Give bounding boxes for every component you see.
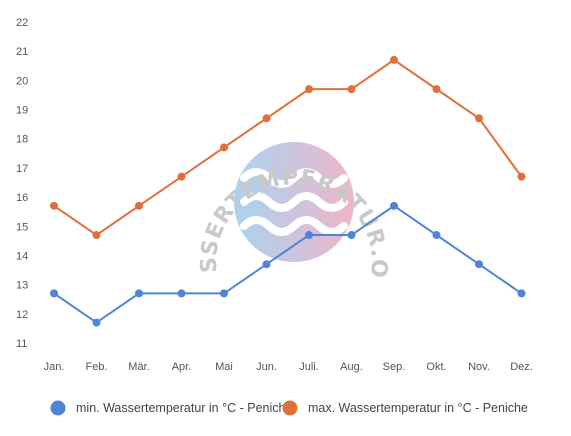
- data-point: [347, 231, 356, 240]
- data-point: [220, 289, 228, 298]
- y-tick-label: 22: [16, 17, 28, 29]
- data-point: [177, 289, 186, 298]
- x-tick-label: Mai: [215, 361, 233, 373]
- data-point: [262, 260, 271, 269]
- data-point: [390, 55, 398, 64]
- data-point: [517, 289, 526, 298]
- x-tick-label: Sep.: [383, 361, 406, 373]
- y-tick-label: 13: [16, 280, 28, 292]
- data-point: [135, 289, 143, 298]
- y-tick-label: 21: [16, 46, 28, 58]
- data-point: [432, 231, 441, 240]
- y-tick-label: 19: [16, 105, 28, 117]
- data-point: [262, 114, 271, 123]
- x-tick-label: Jun.: [256, 361, 277, 373]
- y-tick-label: 18: [16, 134, 28, 146]
- data-point: [177, 172, 186, 181]
- data-point: [475, 260, 483, 269]
- data-point: [347, 85, 356, 94]
- legend-marker: [282, 400, 298, 416]
- y-tick-label: 11: [16, 338, 27, 350]
- y-axis: 11 12 13 14 15 16 17 18 19 20 21 22: [16, 17, 28, 350]
- legend: min. Wassertemperatur in °C - Peniche max…: [50, 400, 528, 416]
- data-point: [517, 172, 526, 181]
- data-point: [475, 114, 483, 123]
- y-tick-label: 16: [16, 192, 28, 204]
- data-point: [50, 201, 58, 210]
- x-tick-label: Apr.: [172, 361, 192, 373]
- y-tick-label: 17: [16, 163, 28, 175]
- data-point: [135, 201, 143, 210]
- x-tick-label: Feb.: [85, 361, 107, 373]
- y-tick-label: 20: [16, 75, 28, 87]
- x-tick-label: Jan.: [44, 361, 65, 373]
- data-point: [390, 201, 398, 210]
- series-line: [53, 204, 523, 324]
- data-point: [305, 231, 313, 240]
- y-tick-label: 15: [16, 221, 28, 233]
- y-tick-label: 12: [16, 309, 28, 321]
- watermark-logo: WASSERTEMPERATUR.ORG: [0, 0, 390, 280]
- series-line: [53, 58, 523, 237]
- x-tick-label: Aug.: [340, 361, 363, 373]
- wave-icon: [240, 168, 348, 236]
- legend-marker: [50, 400, 66, 416]
- legend-label: min. Wassertemperatur in °C - Peniche: [76, 401, 292, 415]
- x-tick-label: Juli.: [299, 361, 319, 373]
- x-axis: Jan. Feb. Mär. Apr. Mai Jun. Juli. Aug. Sep. Okt.…: [44, 361, 533, 373]
- legend-label: max. Wassertemperatur in °C - Peniche: [308, 401, 528, 415]
- series-layer: [50, 55, 526, 327]
- data-point: [432, 85, 441, 94]
- x-tick-label: Mär.: [128, 361, 149, 373]
- data-point: [220, 143, 228, 152]
- x-tick-label: Nov.: [468, 361, 490, 373]
- y-tick-label: 14: [16, 250, 28, 262]
- x-tick-label: Okt.: [426, 361, 446, 373]
- data-point: [92, 231, 101, 240]
- x-tick-label: Dez.: [510, 361, 533, 373]
- data-point: [305, 85, 313, 94]
- data-point: [50, 289, 58, 298]
- data-point: [92, 318, 101, 327]
